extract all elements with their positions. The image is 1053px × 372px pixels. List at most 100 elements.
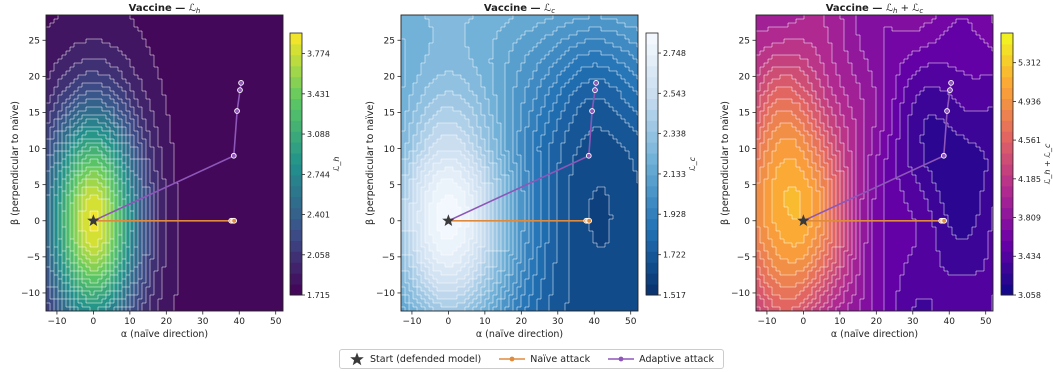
colorbar-band: [1001, 131, 1013, 143]
chart-title: Vaccine — ℒc: [484, 3, 555, 15]
naive-attack-point: [231, 217, 237, 224]
x-tick-label: 30: [197, 317, 209, 327]
colorbar-band: [1001, 65, 1013, 78]
colorbar-band: [646, 54, 658, 67]
colorbar-band: [290, 174, 302, 187]
x-tick-label: −10: [402, 317, 421, 327]
y-tick-label: 0: [34, 217, 40, 227]
colorbar-band: [290, 153, 302, 165]
colorbar-band: [646, 43, 658, 56]
x-tick-label: 30: [552, 317, 564, 327]
colorbar-band: [290, 251, 302, 263]
colorbar-tick-label: 2.748: [663, 49, 686, 58]
adaptive-attack-point: [948, 80, 954, 86]
x-tick-label: 20: [871, 317, 883, 327]
y-axis-label: β (perpendicular to naïve): [365, 101, 376, 225]
y-tick-label: −10: [731, 289, 750, 299]
x-tick-label: 20: [516, 317, 528, 327]
y-tick-label: 5: [389, 181, 395, 191]
legend: Start (defended model) Naïve attack Adap…: [339, 349, 724, 369]
colorbar-band: [1001, 218, 1013, 230]
y-tick-label: −10: [21, 289, 40, 299]
y-tick-label: 10: [384, 145, 396, 155]
colorbar-tick-label: 1.715: [307, 291, 330, 300]
colorbar-tick-label: 1.928: [663, 210, 686, 219]
colorbar-band: [1001, 174, 1013, 187]
colorbar-band: [290, 131, 302, 143]
adaptive-attack-point: [234, 108, 240, 114]
colorbar-band: [646, 98, 658, 110]
y-tick-label: 20: [739, 73, 751, 83]
colorbar-band: [290, 207, 302, 220]
colorbar-band: [646, 33, 658, 45]
colorbar-band: [646, 142, 658, 154]
x-tick-label: 10: [479, 317, 491, 327]
x-tick-label: 40: [944, 317, 956, 327]
adaptive-attack-point: [238, 80, 244, 86]
colorbar: 1.715 2.058 2.401 2.744 3.088 3.431 3.774 ℒ_h: [289, 32, 341, 300]
colorbar-band: [1001, 185, 1013, 198]
contour-panel-3: −10 0 10 20 30 40 50 −10 −5 0 5 10 15 20 25 α (naïve di…: [720, 3, 1052, 340]
colorbar-band: [290, 98, 302, 110]
y-tick-label: 20: [384, 73, 396, 83]
colorbar-band: [290, 273, 302, 285]
axes-frame: [45, 14, 284, 312]
colorbar-band: [1001, 240, 1013, 252]
colorbar-band: [1001, 43, 1013, 56]
colorbar-band: [646, 207, 658, 220]
legend-start: Start (defended model): [349, 352, 481, 366]
adaptive-attack-point: [947, 87, 953, 93]
colorbar-tick-label: 2.401: [307, 211, 330, 220]
colorbar-band: [290, 218, 302, 230]
colorbar-label: ℒ_c: [688, 156, 697, 171]
x-tick-label: 30: [907, 317, 919, 327]
colorbar-band: [646, 196, 658, 209]
start-star-marker: [797, 214, 810, 226]
x-tick-label: 40: [234, 317, 246, 327]
axes-frame: [755, 14, 994, 312]
x-tick-label: 0: [91, 317, 97, 327]
contour-fill: [46, 15, 283, 311]
colorbar-tick-label: 4.561: [1018, 136, 1041, 145]
colorbar-band: [1001, 33, 1013, 45]
colorbar-band: [646, 164, 658, 176]
y-tick-label: 5: [744, 181, 750, 191]
y-tick-label: 25: [29, 36, 40, 46]
colorbar-tick-label: 2.058: [307, 251, 330, 260]
adaptive-attack-point: [593, 80, 599, 86]
x-tick-label: 10: [834, 317, 846, 327]
colorbar-band: [290, 262, 302, 274]
colorbar-band: [646, 284, 658, 296]
colorbar-band: [290, 229, 302, 241]
colorbar-frame: [645, 32, 659, 296]
x-tick-label: 0: [801, 317, 807, 327]
colorbar-band: [1001, 262, 1013, 274]
adaptive-attack-point: [589, 108, 595, 114]
colorbar-frame: [1000, 32, 1014, 296]
colorbar-band: [646, 251, 658, 263]
colorbar-band: [290, 142, 302, 154]
colorbar-band: [1001, 98, 1013, 110]
colorbar-band: [1001, 120, 1013, 132]
colorbar-band: [1001, 273, 1013, 285]
colorbar-band: [290, 76, 302, 89]
naive-attack-point: [586, 217, 592, 224]
colorbar-band: [646, 273, 658, 285]
colorbar-band: [290, 33, 302, 45]
star-icon: [350, 352, 364, 366]
colorbar-tick-label: 1.722: [663, 251, 686, 260]
colorbar-tick-label: 3.774: [307, 50, 330, 59]
x-tick-label: 20: [161, 317, 173, 327]
colorbar-band: [290, 54, 302, 67]
adaptive-attack-point: [592, 87, 598, 93]
legend-adaptive: Adaptive attack: [608, 354, 714, 365]
x-tick-label: −10: [757, 317, 776, 327]
contour-lines: [46, 15, 179, 311]
colorbar-tick-label: 3.088: [307, 130, 330, 139]
colorbar-band: [646, 65, 658, 78]
colorbar-tick-label: 3.431: [307, 90, 330, 99]
colorbar-band: [290, 120, 302, 132]
colorbar-band: [1001, 109, 1013, 121]
colorbar-band: [1001, 164, 1013, 176]
colorbar-band: [1001, 284, 1013, 296]
